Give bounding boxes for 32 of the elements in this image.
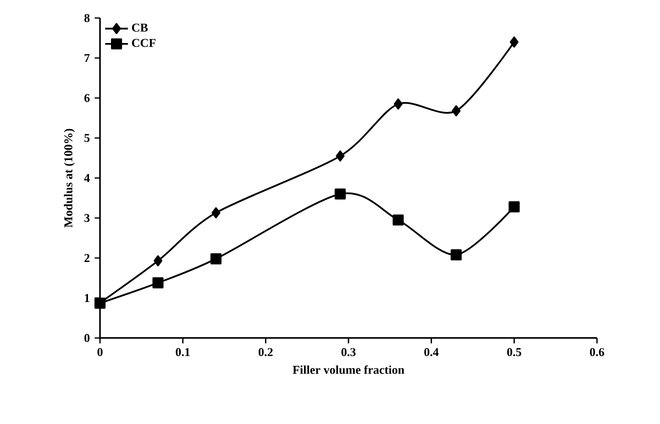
point [336, 150, 345, 162]
x-tick-label: 0.2 [258, 348, 273, 356]
point [154, 255, 162, 266]
legend-label: CCF [132, 38, 156, 47]
y-tick-label: 4 [84, 174, 90, 182]
y-tick-label: 7 [84, 54, 90, 62]
y-tick-label: 6 [84, 94, 90, 102]
point [394, 98, 403, 110]
y-tick-label: 1 [84, 294, 90, 302]
point [152, 277, 164, 288]
y-axis-title: Modulus at (100%) [64, 128, 75, 228]
y-tick-label: 3 [84, 214, 90, 222]
y-tick-label: 2 [84, 254, 90, 262]
x-tick-label: 0.5 [507, 348, 522, 356]
x-tick-label: 0.4 [424, 348, 439, 356]
legend-label: CB [132, 24, 148, 32]
x-tick-label: 0 [97, 348, 103, 356]
x-tick-label: 0.3 [341, 348, 356, 356]
point [450, 249, 462, 260]
point [334, 188, 346, 200]
point [452, 105, 461, 116]
y-tick-label: 5 [84, 134, 90, 142]
x-tick-label: 0.1 [176, 348, 190, 356]
point [510, 36, 519, 48]
point [392, 214, 404, 226]
y-tick-label: 0 [84, 334, 90, 342]
point [210, 253, 222, 264]
x-tick-label: 0.6 [590, 348, 604, 356]
point [212, 207, 220, 218]
y-tick-label: 8 [84, 14, 90, 22]
point [508, 201, 520, 212]
x-axis-title: Filler volume fraction [292, 365, 404, 374]
